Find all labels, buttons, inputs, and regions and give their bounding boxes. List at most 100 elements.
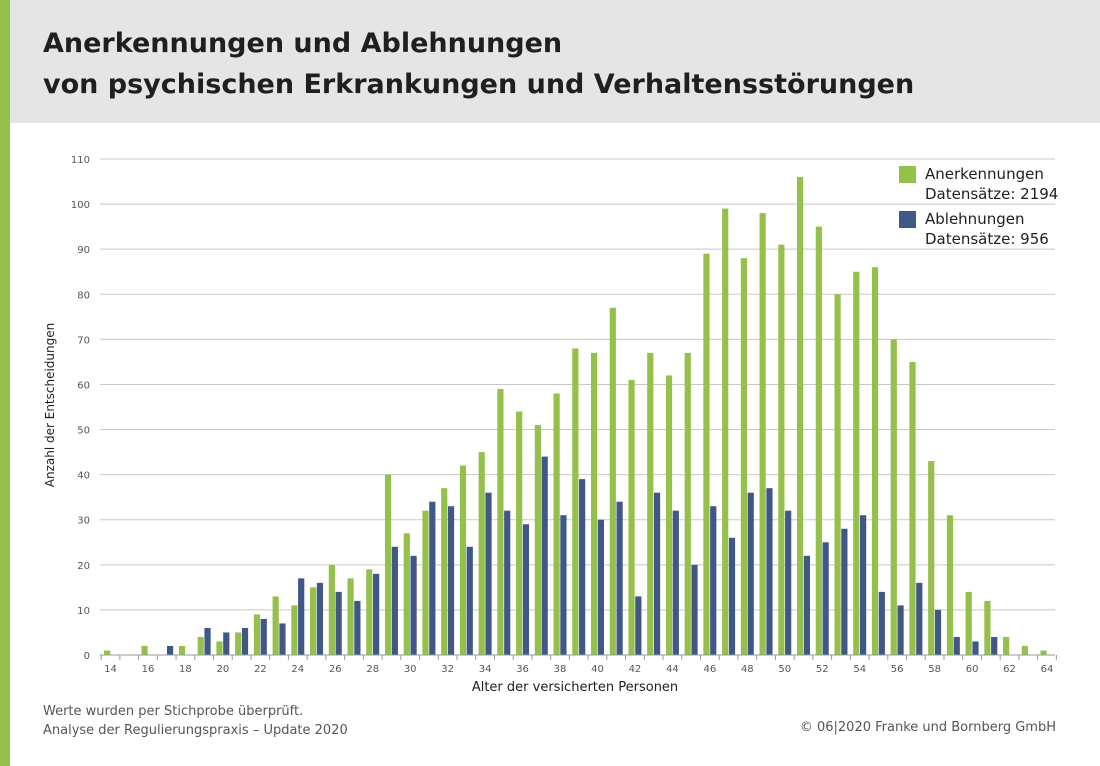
title-line-1: Anerkennungen und Ablehnungen bbox=[43, 28, 563, 59]
x-tick-label: 50 bbox=[778, 664, 791, 675]
bar-anerkennungen bbox=[928, 461, 935, 655]
bar-ablehnungen bbox=[953, 636, 960, 655]
x-tick-label: 24 bbox=[291, 664, 304, 675]
bar-anerkennungen bbox=[478, 452, 485, 655]
bar-ablehnungen bbox=[298, 578, 305, 655]
bar-ablehnungen bbox=[691, 564, 698, 655]
legend-label: Ablehnungen bbox=[925, 210, 1024, 228]
legend: Anerkennungen Datensätze: 2194 Ablehnungen… bbox=[899, 165, 1058, 248]
x-tick-label: 64 bbox=[1041, 664, 1054, 675]
bar-ablehnungen bbox=[522, 524, 530, 655]
bar-ablehnungen bbox=[373, 573, 380, 655]
bar-anerkennungen bbox=[684, 352, 691, 655]
bar-anerkennungen bbox=[759, 213, 766, 656]
bar-anerkennungen bbox=[291, 605, 298, 655]
bar-ablehnungen bbox=[747, 492, 754, 655]
x-tick-label: 58 bbox=[928, 664, 941, 675]
bar-ablehnungen bbox=[766, 488, 773, 655]
x-tick-label: 32 bbox=[441, 664, 454, 675]
bar-ablehnungen bbox=[860, 515, 867, 655]
bar-anerkennungen bbox=[628, 379, 635, 655]
x-tick-label: 20 bbox=[217, 664, 230, 675]
bar-ablehnungen bbox=[897, 605, 904, 655]
bar-anerkennungen bbox=[272, 596, 279, 655]
bar-anerkennungen bbox=[553, 393, 560, 655]
bar-ablehnungen bbox=[841, 528, 848, 655]
bar-anerkennungen bbox=[422, 510, 429, 655]
footer-notes: Werte wurden per Stichprobe überprüft. A… bbox=[43, 702, 348, 740]
bar-ablehnungen bbox=[822, 542, 829, 655]
x-tick-label: 34 bbox=[479, 664, 492, 675]
bar-ablehnungen bbox=[485, 492, 492, 655]
y-tick-label: 20 bbox=[77, 561, 90, 572]
legend-label: Anerkennungen bbox=[925, 165, 1044, 183]
x-tick-label: 44 bbox=[666, 664, 679, 675]
bar-anerkennungen bbox=[1021, 645, 1028, 655]
page-title: Anerkennungen und Ablehnungen von psychi… bbox=[43, 23, 914, 105]
bar-ablehnungen bbox=[653, 492, 661, 655]
bar-anerkennungen bbox=[459, 465, 467, 655]
bar-ablehnungen bbox=[991, 636, 998, 655]
bar-anerkennungen bbox=[572, 348, 579, 655]
bar-anerkennungen bbox=[797, 177, 804, 655]
y-tick-label: 100 bbox=[71, 200, 90, 211]
x-tick-label: 56 bbox=[891, 664, 904, 675]
y-axis-label: Anzahl der Entscheidungen bbox=[43, 323, 57, 487]
bar-ablehnungen bbox=[429, 501, 436, 655]
bar-ablehnungen bbox=[560, 515, 567, 655]
bar-anerkennungen bbox=[497, 388, 504, 655]
bar-ablehnungen bbox=[803, 555, 811, 655]
x-tick-label: 46 bbox=[703, 664, 716, 675]
bar-anerkennungen bbox=[310, 587, 317, 655]
bar-ablehnungen bbox=[166, 645, 174, 655]
bar-ablehnungen bbox=[934, 609, 942, 655]
bar-anerkennungen bbox=[441, 488, 448, 655]
bar-ablehnungen bbox=[616, 501, 623, 655]
bar-ablehnungen bbox=[335, 591, 342, 655]
bar-anerkennungen bbox=[834, 294, 841, 655]
bar-anerkennungen bbox=[534, 425, 541, 655]
x-tick-label: 18 bbox=[179, 664, 192, 675]
x-tick-label: 14 bbox=[104, 664, 117, 675]
y-tick-label: 40 bbox=[77, 471, 90, 482]
bar-anerkennungen bbox=[366, 569, 373, 655]
bar-ablehnungen bbox=[579, 479, 586, 655]
bar-ablehnungen bbox=[710, 506, 717, 655]
bar-anerkennungen bbox=[722, 208, 729, 655]
footer-note-1: Werte wurden per Stichprobe überprüft. bbox=[43, 704, 304, 719]
y-tick-label: 10 bbox=[77, 606, 90, 617]
y-axis-ticks: 0 10 20 30 40 50 60 70 80 90 100 110 bbox=[71, 155, 90, 662]
bar-anerkennungen bbox=[853, 271, 860, 655]
bar-anerkennungen bbox=[984, 600, 991, 655]
bar-ablehnungen bbox=[241, 627, 249, 655]
x-tick-label: 40 bbox=[591, 664, 604, 675]
bar-ablehnungen bbox=[223, 632, 230, 655]
x-tick-label: 36 bbox=[516, 664, 529, 675]
bar-anerkennungen bbox=[328, 564, 335, 655]
x-tick-label: 28 bbox=[366, 664, 379, 675]
bar-anerkennungen bbox=[178, 645, 186, 655]
bar-anerkennungen bbox=[871, 267, 879, 655]
bar-ablehnungen bbox=[410, 555, 417, 655]
x-tick-label: 30 bbox=[404, 664, 417, 675]
bar-anerkennungen bbox=[403, 533, 410, 655]
title-line-2: von psychischen Erkrankungen und Verhalt… bbox=[43, 69, 915, 100]
bar-ablehnungen bbox=[541, 456, 548, 655]
x-tick-label: 38 bbox=[554, 664, 567, 675]
y-tick-label: 80 bbox=[77, 290, 90, 301]
x-tick-label: 26 bbox=[329, 664, 342, 675]
bar-anerkennungen bbox=[590, 352, 598, 655]
bar-anerkennungen bbox=[740, 258, 748, 655]
bar-ablehnungen bbox=[916, 582, 923, 655]
y-tick-label: 50 bbox=[77, 426, 90, 437]
bar-anerkennungen bbox=[384, 474, 392, 655]
y-tick-label: 110 bbox=[71, 155, 90, 166]
bar-anerkennungen bbox=[141, 645, 148, 655]
bar-anerkennungen bbox=[909, 361, 916, 655]
y-tick-label: 0 bbox=[84, 651, 90, 662]
accent-bar bbox=[0, 0, 10, 766]
bar-anerkennungen bbox=[946, 515, 954, 655]
x-tick-label: 22 bbox=[254, 664, 267, 675]
legend-swatch-anerkennungen bbox=[899, 166, 916, 183]
bar-anerkennungen bbox=[703, 253, 710, 655]
